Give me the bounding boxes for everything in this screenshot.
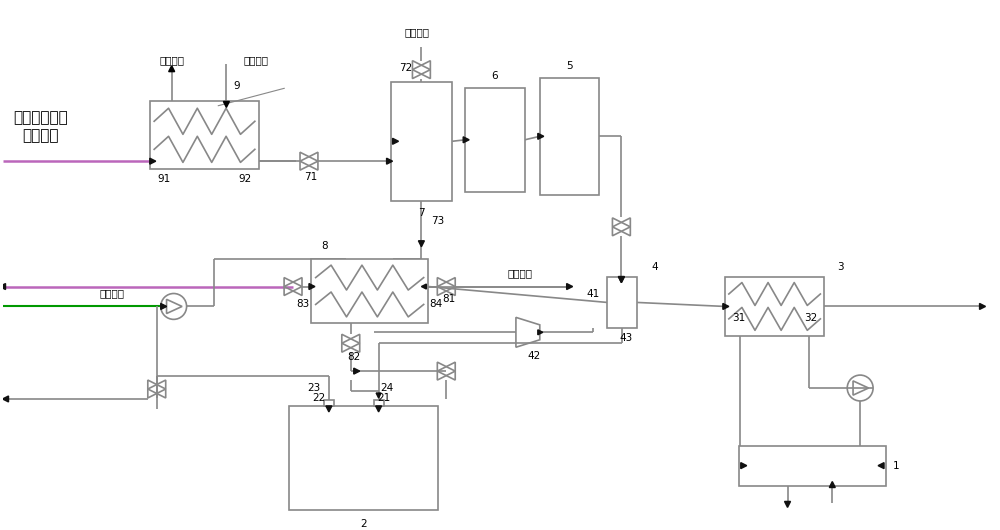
Polygon shape xyxy=(463,137,469,143)
Bar xyxy=(739,446,886,485)
Text: 84: 84 xyxy=(430,299,443,309)
Polygon shape xyxy=(3,396,9,402)
Text: 21: 21 xyxy=(377,393,390,403)
Text: 热水出口: 热水出口 xyxy=(507,269,532,279)
Bar xyxy=(465,87,525,192)
Text: 41: 41 xyxy=(587,289,600,299)
Bar xyxy=(311,259,428,323)
Bar xyxy=(391,82,452,201)
Polygon shape xyxy=(618,277,624,282)
Polygon shape xyxy=(326,406,332,412)
Polygon shape xyxy=(161,304,167,310)
Polygon shape xyxy=(567,284,573,289)
Polygon shape xyxy=(421,284,426,289)
Text: 冷水进口: 冷水进口 xyxy=(244,55,269,65)
Polygon shape xyxy=(223,101,229,108)
Text: 3: 3 xyxy=(837,262,844,272)
Text: 5: 5 xyxy=(566,60,573,70)
Text: 6: 6 xyxy=(492,70,498,81)
Polygon shape xyxy=(878,463,884,469)
Text: 73: 73 xyxy=(431,216,444,226)
Bar xyxy=(725,277,824,336)
Polygon shape xyxy=(723,304,729,310)
Polygon shape xyxy=(0,284,6,289)
Bar xyxy=(150,101,259,169)
Bar xyxy=(324,400,334,406)
Polygon shape xyxy=(169,66,175,72)
Text: 2: 2 xyxy=(360,519,367,529)
Text: 23: 23 xyxy=(307,383,321,393)
Bar xyxy=(289,406,438,510)
Text: 冷水进口: 冷水进口 xyxy=(405,27,430,37)
Text: 1: 1 xyxy=(893,461,899,471)
Polygon shape xyxy=(418,241,424,247)
Text: 24: 24 xyxy=(380,383,393,393)
Text: 83: 83 xyxy=(296,299,310,309)
Polygon shape xyxy=(980,304,986,310)
Text: 81: 81 xyxy=(443,295,456,304)
Polygon shape xyxy=(150,158,156,164)
Polygon shape xyxy=(829,482,835,488)
Text: 71: 71 xyxy=(304,172,318,182)
Text: 超临界水氧化: 超临界水氧化 xyxy=(13,110,68,125)
Text: 反应产物: 反应产物 xyxy=(22,128,59,143)
Polygon shape xyxy=(354,368,360,374)
Text: 热水出口: 热水出口 xyxy=(159,55,184,65)
Polygon shape xyxy=(387,158,393,164)
Polygon shape xyxy=(741,463,747,469)
Polygon shape xyxy=(538,330,543,335)
Polygon shape xyxy=(785,501,791,507)
Bar xyxy=(374,400,384,406)
Text: 9: 9 xyxy=(233,81,240,91)
Polygon shape xyxy=(376,393,381,398)
Text: 43: 43 xyxy=(620,333,633,343)
Text: 82: 82 xyxy=(347,352,360,362)
Text: 7: 7 xyxy=(418,208,425,218)
Text: 32: 32 xyxy=(804,313,817,323)
Polygon shape xyxy=(618,277,624,282)
Polygon shape xyxy=(309,284,315,289)
Text: 8: 8 xyxy=(322,241,328,251)
Text: 91: 91 xyxy=(157,174,170,184)
Text: 22: 22 xyxy=(312,393,326,403)
Polygon shape xyxy=(538,134,544,139)
Polygon shape xyxy=(393,138,399,144)
Bar xyxy=(540,77,599,195)
Text: 4: 4 xyxy=(652,262,659,272)
Text: 冷水进口: 冷水进口 xyxy=(99,288,124,298)
Text: 42: 42 xyxy=(527,351,540,361)
Text: 92: 92 xyxy=(239,174,252,184)
Bar xyxy=(607,277,637,328)
Polygon shape xyxy=(376,406,382,412)
Text: 31: 31 xyxy=(732,313,745,323)
Text: 72: 72 xyxy=(399,63,412,73)
